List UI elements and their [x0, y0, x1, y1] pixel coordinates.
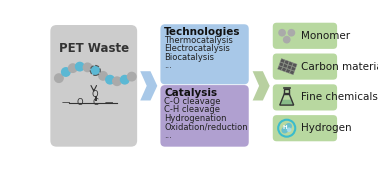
Text: ...: ... [164, 61, 172, 70]
Bar [290, 70, 294, 75]
FancyBboxPatch shape [160, 24, 249, 84]
Text: Hydrogen: Hydrogen [301, 123, 351, 133]
Circle shape [99, 72, 107, 80]
Bar [282, 67, 287, 72]
Circle shape [54, 74, 63, 82]
Polygon shape [280, 100, 294, 105]
Text: Fine chemicals: Fine chemicals [301, 92, 378, 102]
Bar [292, 63, 297, 67]
Circle shape [76, 62, 84, 71]
Text: Oxidation/reduction: Oxidation/reduction [164, 122, 248, 131]
FancyBboxPatch shape [273, 54, 337, 80]
Circle shape [91, 66, 99, 75]
Text: C: C [92, 98, 98, 107]
Circle shape [278, 29, 286, 37]
Text: Carbon materials: Carbon materials [301, 62, 378, 72]
Text: H: H [283, 125, 288, 130]
Circle shape [113, 77, 121, 86]
Text: Biocatalysis: Biocatalysis [164, 53, 214, 62]
Circle shape [288, 29, 295, 37]
Circle shape [68, 64, 77, 72]
Text: PET Waste: PET Waste [59, 42, 129, 55]
Polygon shape [281, 123, 292, 133]
Bar [279, 62, 284, 67]
FancyBboxPatch shape [273, 115, 337, 141]
FancyBboxPatch shape [160, 85, 249, 147]
Text: Electrocatalysis: Electrocatalysis [164, 44, 230, 53]
Bar [288, 61, 293, 66]
Bar [291, 66, 296, 71]
Text: Thermocatalysis: Thermocatalysis [164, 36, 233, 45]
Text: —: — [105, 98, 113, 107]
Bar [283, 64, 288, 68]
Text: Hydrogenation: Hydrogenation [164, 114, 227, 123]
Text: —: — [62, 98, 70, 107]
FancyBboxPatch shape [50, 25, 137, 147]
Polygon shape [253, 71, 270, 100]
Circle shape [121, 75, 129, 84]
Polygon shape [140, 71, 157, 100]
FancyBboxPatch shape [273, 23, 337, 49]
Text: Technologies: Technologies [164, 27, 241, 37]
Text: Monomer: Monomer [301, 31, 350, 41]
Text: ...: ... [164, 131, 172, 140]
Bar [280, 58, 285, 63]
Text: C-O cleavage: C-O cleavage [164, 97, 221, 106]
Bar [284, 60, 289, 65]
Circle shape [283, 36, 291, 44]
Text: O: O [92, 90, 99, 99]
Text: C-H cleavage: C-H cleavage [164, 105, 220, 114]
Bar [277, 66, 282, 70]
Circle shape [287, 128, 291, 132]
FancyBboxPatch shape [273, 84, 337, 110]
Bar [287, 65, 292, 70]
Text: Catalysis: Catalysis [164, 88, 217, 98]
Circle shape [106, 75, 114, 84]
Text: O: O [76, 98, 83, 107]
Circle shape [83, 63, 92, 72]
Circle shape [127, 72, 136, 81]
Circle shape [62, 68, 70, 76]
Bar [286, 69, 290, 73]
